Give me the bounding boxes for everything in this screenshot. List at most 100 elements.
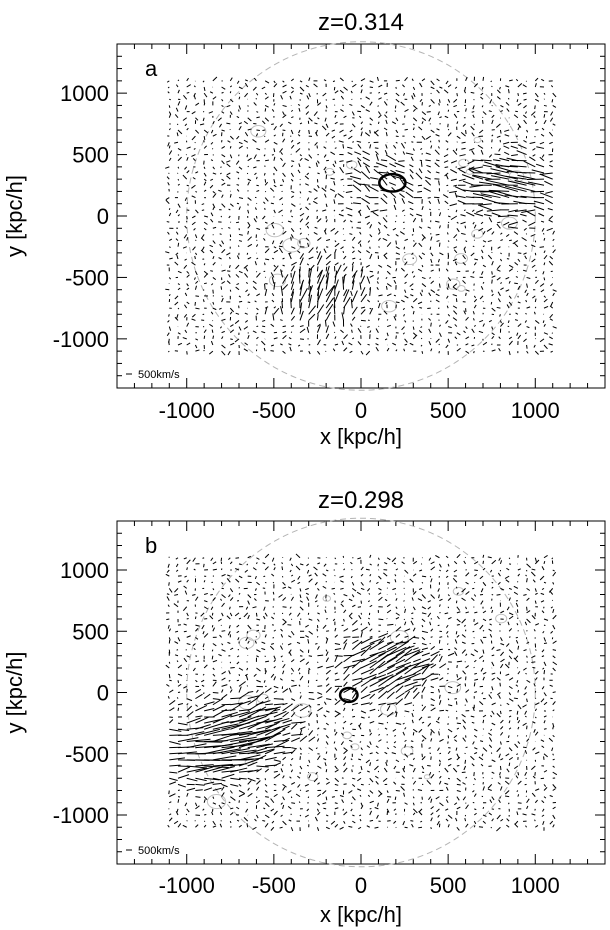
velocity-arrow (221, 178, 225, 182)
velocity-arrow (264, 92, 267, 95)
velocity-arrow (218, 189, 222, 192)
x-tick-label: -500 (252, 398, 296, 423)
velocity-arrow (517, 93, 519, 97)
velocity-arrow (549, 795, 553, 798)
velocity-arrow (325, 219, 328, 223)
velocity-arrow (166, 221, 170, 223)
velocity-arrow (253, 102, 257, 106)
velocity-arrow (316, 209, 318, 212)
velocity-arrow (526, 798, 530, 804)
velocity-arrow (173, 820, 179, 825)
velocity-arrow (212, 692, 219, 694)
velocity-arrow (360, 637, 373, 644)
velocity-arrow (203, 600, 208, 603)
velocity-arrow (304, 158, 309, 162)
velocity-arrow (195, 117, 199, 121)
velocity-arrow (221, 297, 224, 303)
x-axis-label: x [kpc/h] (320, 424, 402, 449)
velocity-arrow (186, 84, 191, 88)
velocity-arrow (434, 162, 440, 168)
velocity-arrow (245, 637, 249, 642)
velocity-arrow (462, 180, 475, 186)
velocity-arrow (193, 227, 196, 231)
velocity-arrow (343, 347, 348, 352)
velocity-arrow (491, 212, 501, 217)
velocity-arrow (308, 578, 313, 583)
velocity-arrow (351, 587, 357, 592)
velocity-arrow (195, 190, 198, 193)
velocity-arrow (438, 225, 441, 229)
velocity-arrow (368, 141, 370, 144)
velocity-arrow (308, 618, 313, 621)
velocity-arrow (212, 681, 217, 687)
velocity-arrow (539, 141, 545, 145)
velocity-arrow (377, 317, 380, 321)
velocity-arrow (447, 283, 450, 288)
velocity-arrow (177, 156, 182, 162)
velocity-arrow (437, 198, 440, 204)
velocity-arrow (505, 234, 510, 238)
velocity-arrow (247, 256, 252, 260)
velocity-arrow (315, 162, 318, 167)
velocity-arrow (460, 221, 466, 225)
velocity-arrow (177, 101, 181, 106)
velocity-arrow (297, 141, 301, 145)
velocity-arrow (334, 765, 338, 770)
velocity-arrow (439, 677, 444, 681)
velocity-arrow (456, 677, 462, 681)
velocity-arrow (456, 756, 461, 761)
velocity-arrow (212, 76, 218, 82)
velocity-arrow (517, 102, 522, 106)
velocity-arrow (186, 655, 191, 658)
velocity-arrow (323, 146, 327, 149)
velocity-arrow (186, 711, 194, 718)
velocity-arrow (372, 211, 379, 217)
velocity-arrow (395, 301, 400, 304)
velocity-arrow (221, 684, 228, 687)
velocity-arrow (444, 767, 449, 773)
velocity-arrow (333, 296, 336, 309)
velocity-arrow (430, 322, 432, 327)
velocity-arrow (350, 808, 353, 812)
velocity-arrow (343, 219, 347, 223)
velocity-arrow (264, 221, 268, 224)
velocity-arrow (530, 244, 536, 248)
velocity-arrow (517, 689, 520, 693)
velocity-arrow (517, 568, 521, 571)
velocity-arrow (203, 166, 206, 170)
velocity-arrow (516, 99, 519, 103)
velocity-arrow (212, 96, 217, 100)
velocity-arrow (474, 561, 479, 565)
velocity-arrow (418, 255, 423, 260)
velocity-arrow (395, 692, 405, 700)
velocity-arrow (378, 587, 382, 591)
velocity-arrow (186, 731, 205, 736)
velocity-arrow (334, 114, 337, 118)
velocity-arrow (393, 745, 397, 749)
velocity-arrow (169, 257, 173, 260)
velocity-arrow (263, 347, 266, 352)
velocity-arrow (343, 296, 351, 309)
y-tick-label: -1000 (53, 803, 109, 828)
y-tick-label: -500 (65, 742, 109, 767)
velocity-arrow (307, 796, 310, 799)
velocity-arrow (480, 159, 492, 162)
velocity-arrow (496, 96, 501, 100)
velocity-arrow (427, 226, 431, 229)
velocity-arrow (360, 673, 377, 681)
velocity-arrow (455, 710, 458, 713)
velocity-arrow (393, 315, 397, 321)
velocity-arrow (247, 594, 252, 599)
velocity-arrow (273, 666, 276, 669)
velocity-arrow (221, 146, 226, 149)
velocity-arrow (306, 172, 310, 176)
x-tick-label: 1000 (511, 873, 560, 898)
velocity-arrow (333, 331, 336, 334)
velocity-arrow (306, 225, 310, 229)
velocity-arrow (487, 254, 493, 260)
velocity-arrow (456, 806, 461, 810)
velocity-arrow (280, 655, 283, 658)
velocity-arrow (395, 641, 407, 644)
velocity-arrow (383, 193, 388, 198)
velocity-arrow (291, 721, 303, 724)
